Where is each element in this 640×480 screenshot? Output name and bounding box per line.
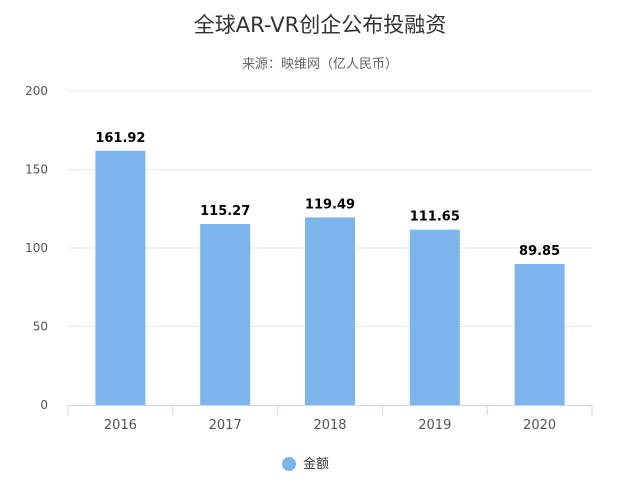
data-label: 89.85	[519, 244, 560, 259]
y-tick-label: 200	[25, 84, 48, 98]
legend-marker	[282, 457, 296, 471]
bar[interactable]	[305, 217, 355, 405]
y-tick-label: 50	[33, 320, 48, 334]
y-tick-label: 150	[25, 163, 48, 177]
bar[interactable]	[95, 150, 146, 405]
bar[interactable]	[200, 224, 251, 405]
data-label: 115.27	[200, 204, 250, 219]
y-tick-label: 0	[40, 398, 48, 412]
data-labels: 161.92 115.27 119.49 111.65 89.85	[95, 131, 560, 259]
chart-title: 全球AR-VR创企公布投融资	[194, 13, 446, 37]
bars	[95, 150, 565, 405]
y-axis-ticks: 0 50 100 150 200	[25, 84, 48, 412]
x-tick-label: 2019	[418, 418, 451, 433]
chart-subtitle: 来源：映维网（亿人民币）	[242, 57, 398, 72]
bar[interactable]	[514, 263, 565, 405]
data-label: 119.49	[305, 197, 355, 212]
y-tick-label: 100	[25, 241, 48, 255]
legend-label: 金额	[303, 456, 329, 472]
data-label: 111.65	[410, 210, 460, 225]
x-tick-label: 2016	[104, 418, 137, 433]
x-tick-label: 2020	[523, 418, 556, 433]
x-tick-label: 2018	[313, 418, 346, 433]
x-tick-label: 2017	[209, 418, 242, 433]
data-label: 161.92	[95, 131, 145, 146]
bar[interactable]	[409, 229, 460, 405]
legend[interactable]: 金额	[282, 456, 329, 472]
x-axis: 2016 2017 2018 2019 2020	[67, 405, 593, 433]
